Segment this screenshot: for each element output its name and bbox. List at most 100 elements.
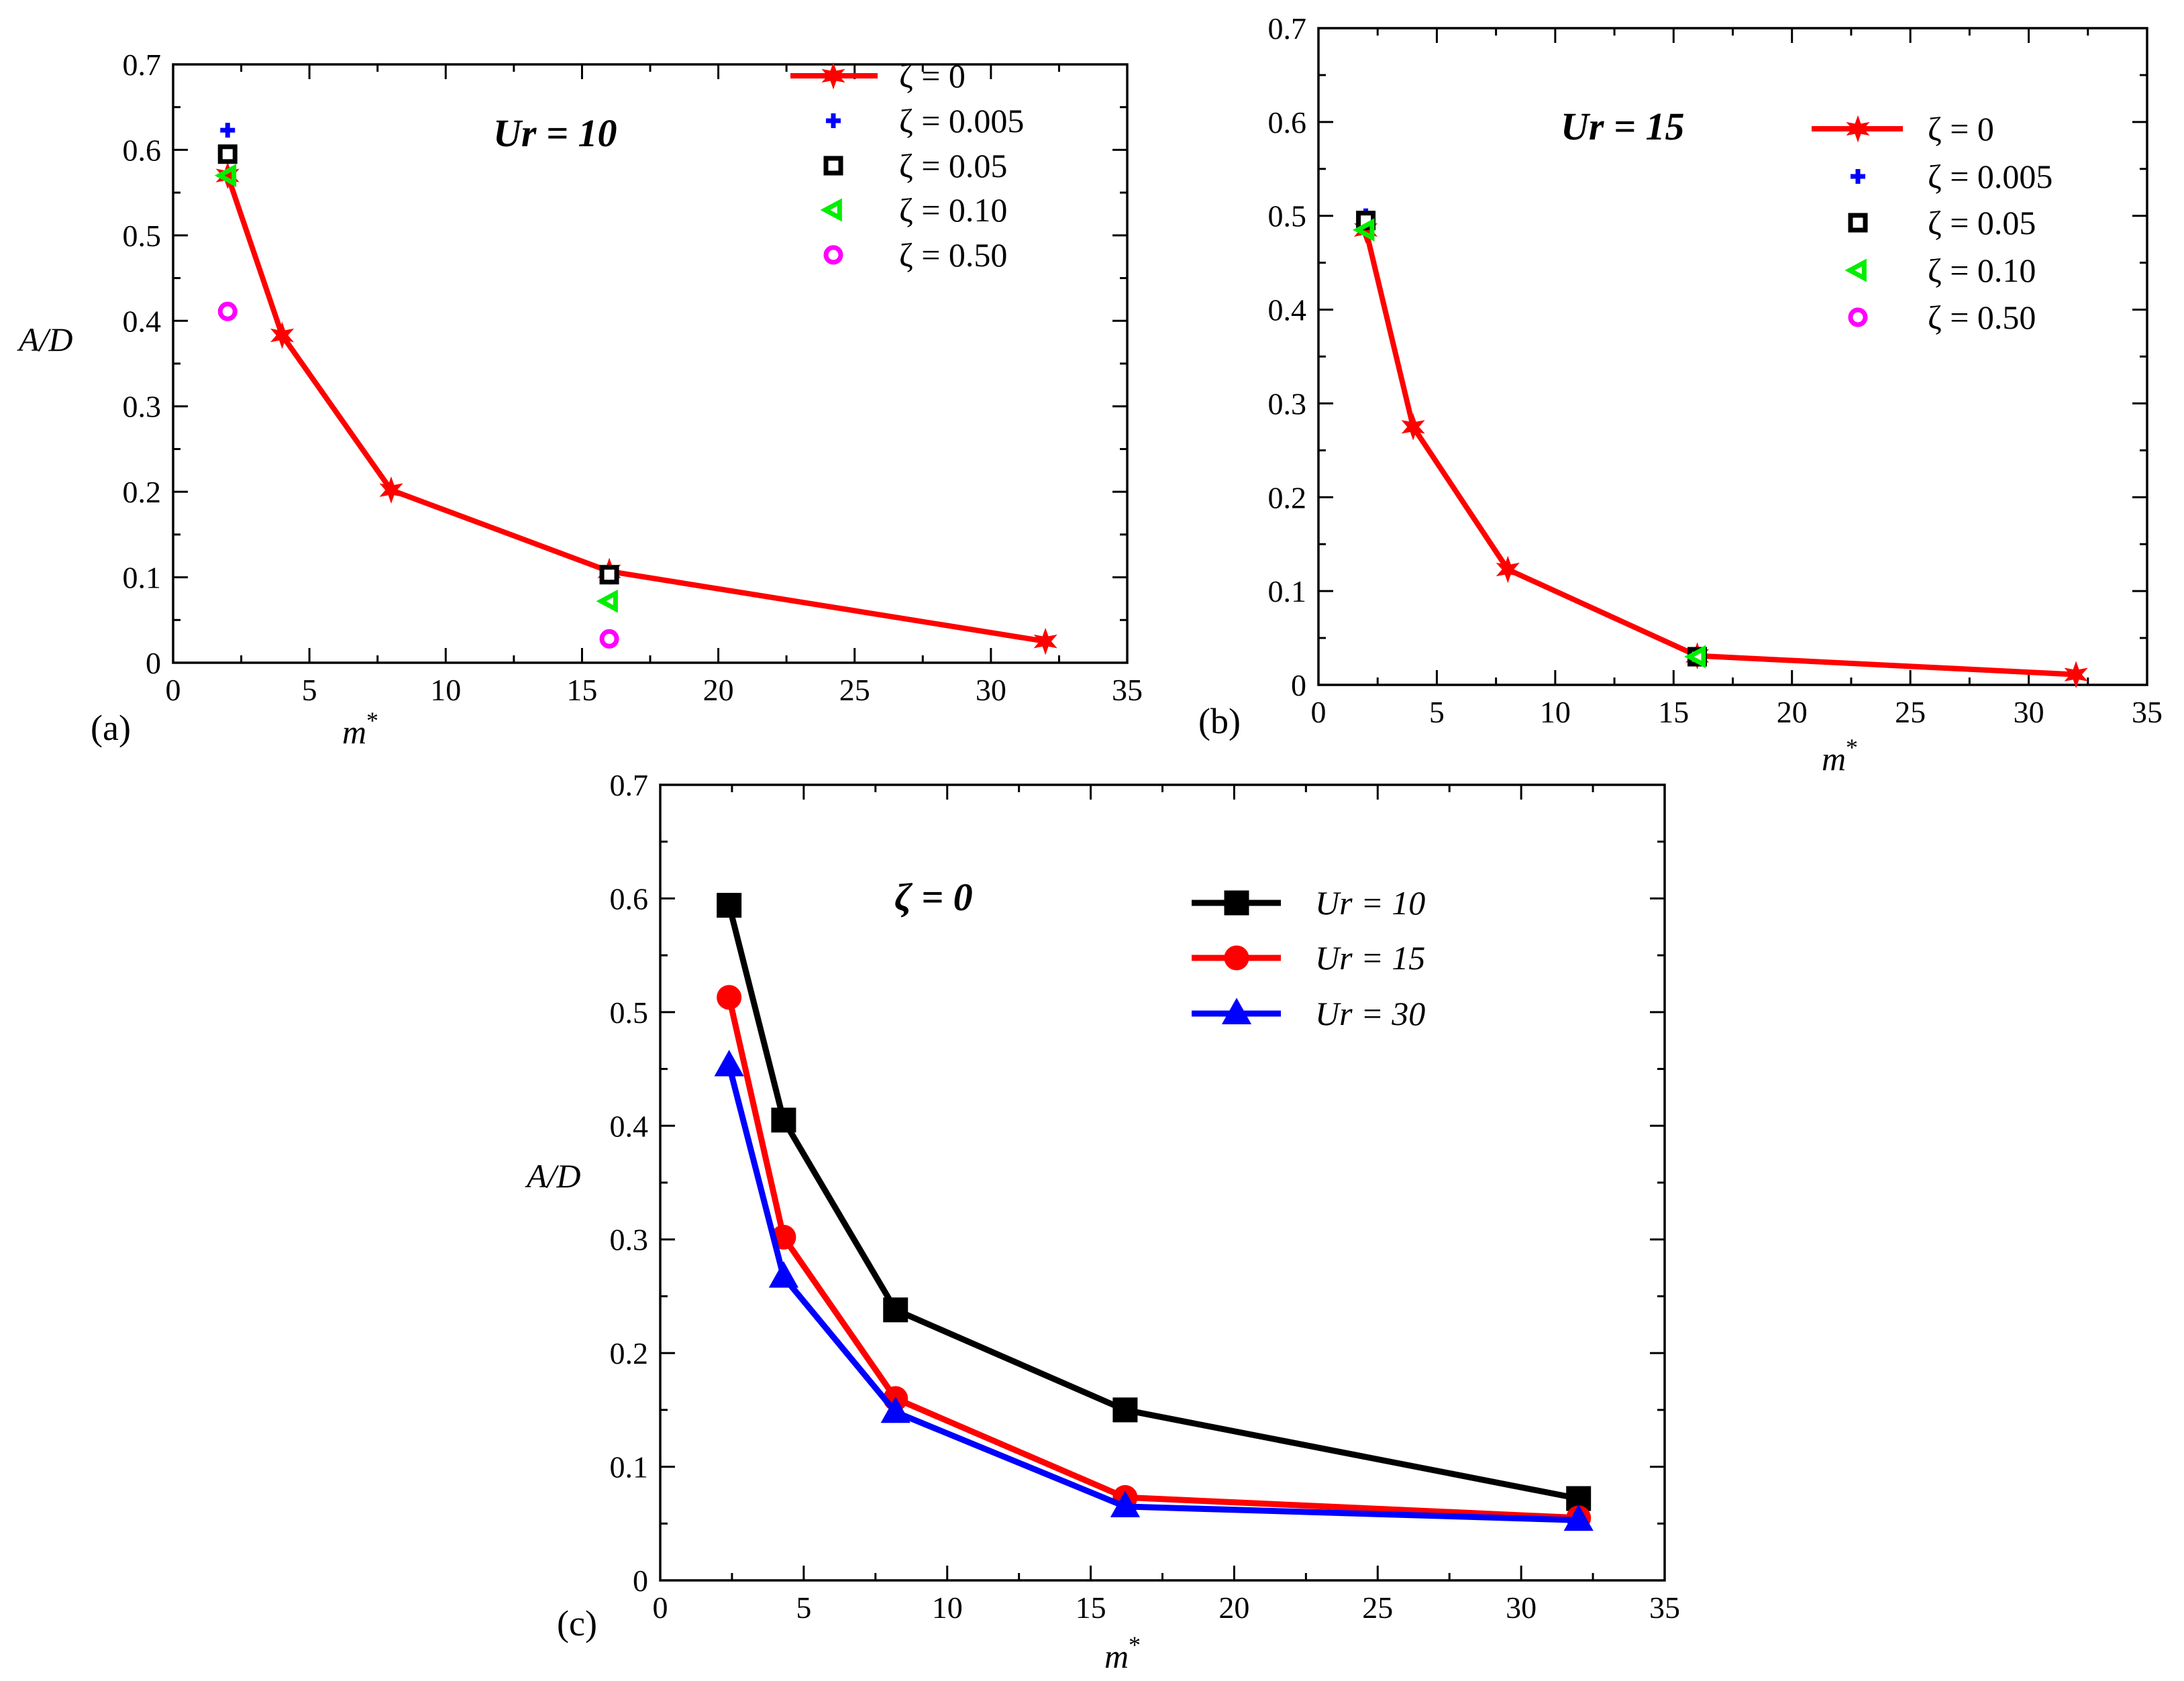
legend-marker (823, 245, 843, 265)
legend-entry: ζ = 0.50 (823, 236, 1007, 274)
series-line (726, 996, 1579, 1521)
panel-annotation: ζ = 0 (894, 875, 973, 919)
data-point (768, 1261, 799, 1288)
legend-entry: Ur = 15 (1192, 939, 1425, 977)
x-tick-label: 0 (653, 1590, 668, 1625)
x-axis-title: m* (1822, 734, 1858, 777)
x-tick-label: 20 (703, 673, 734, 707)
legend-entry: ζ = 0.50 (1848, 299, 2036, 336)
y-tick-label: 0.2 (123, 475, 162, 509)
series--0 (1353, 216, 2088, 688)
y-tick-label: 0.1 (1268, 574, 1307, 608)
data-point (379, 476, 403, 504)
x-tick-label: 25 (1895, 695, 1926, 729)
plot-frame (1317, 27, 2148, 686)
panel-annotation: Ur = 15 (1561, 105, 1685, 148)
legend-entry: ζ = 0.05 (823, 147, 1007, 184)
y-tick-label: 0.5 (610, 995, 649, 1030)
data-point (214, 164, 237, 188)
data-point (883, 1297, 908, 1323)
series-line (726, 904, 1579, 1502)
legend-label: Ur = 30 (1315, 995, 1425, 1032)
x-tick-label: 35 (1112, 673, 1143, 707)
legend-marker (1224, 890, 1249, 916)
y-tick-label: 0 (1291, 668, 1306, 702)
series--0.50 (217, 301, 619, 649)
series--0.10 (1353, 218, 1706, 669)
x-axis-title-text: m (1104, 1637, 1129, 1675)
series--0.05 (217, 144, 619, 585)
legend-marker (823, 156, 843, 176)
legend-entry: ζ = 0.10 (820, 191, 1007, 229)
series--0.05 (1356, 211, 1708, 667)
x-tick-label: 35 (2132, 695, 2163, 729)
data-point (215, 162, 240, 189)
y-tick-label: 0.7 (1268, 11, 1307, 46)
legend-label: ζ = 0.005 (1928, 158, 2052, 195)
y-tick-label: 0.1 (123, 561, 162, 595)
legend-marker (1848, 307, 1868, 327)
chart-panel-b: 0 5 10 15 20 25 30 35 0 0.1 0.2 0.3 0.4 0.5 0.6 0.7 m* (b… (1198, 11, 2163, 777)
legend-marker (820, 198, 842, 222)
x-tick-label: 10 (932, 1590, 963, 1625)
x-axis-title: m* (1104, 1631, 1141, 1675)
x-axis-title-superscript: * (1129, 1631, 1141, 1658)
data-point (599, 629, 619, 649)
data-point (1496, 555, 1520, 584)
y-axis-title: A/D (525, 1157, 581, 1195)
series-ur-15 (717, 985, 1592, 1531)
series--0.10 (214, 164, 618, 613)
data-point (717, 985, 742, 1010)
data-point (1112, 1397, 1138, 1423)
y-tick-label: 0.3 (610, 1223, 649, 1257)
y-tick-label: 0.3 (1268, 386, 1307, 421)
x-tick-label: 35 (1649, 1590, 1680, 1625)
y-tick-label: 0.5 (123, 219, 162, 253)
y-tick-label: 0.3 (123, 390, 162, 424)
data-point (217, 301, 238, 321)
x-axis-title: m* (342, 707, 378, 751)
x-tick-label: 5 (302, 673, 317, 707)
x-tick-label: 30 (2014, 695, 2044, 729)
y-tick-label: 0.4 (610, 1109, 649, 1143)
data-point (220, 123, 236, 138)
data-point (596, 589, 618, 613)
x-tick-label: 0 (1311, 695, 1327, 729)
series-ur-10 (717, 893, 1592, 1511)
legend-label: Ur = 15 (1315, 939, 1425, 977)
y-tick-label: 0 (633, 1564, 648, 1598)
y-tick-label: 0.4 (123, 304, 162, 338)
x-tick-label: 15 (1076, 1590, 1106, 1625)
data-point (717, 893, 742, 918)
panel-label: (b) (1198, 701, 1241, 741)
data-point (217, 144, 238, 164)
data-point (599, 565, 619, 585)
plot-frame (659, 783, 1666, 1582)
series-line (726, 1065, 1579, 1523)
legend-label: ζ = 0.05 (899, 147, 1007, 184)
x-axis-title-text: m (342, 713, 366, 751)
x-tick-label: 25 (839, 673, 870, 707)
legend-label: ζ = 0 (1928, 110, 1994, 148)
x-tick-label: 15 (1658, 695, 1689, 729)
series-ur-30 (714, 1050, 1594, 1531)
x-tick-label: 30 (976, 673, 1006, 707)
x-tick-label: 0 (166, 673, 181, 707)
x-tick-label: 30 (1506, 1590, 1537, 1625)
legend-label: ζ = 0.10 (1928, 252, 2036, 289)
series--0.005 (1358, 208, 1705, 665)
panel-label: (c) (557, 1603, 597, 1643)
y-tick-label: 0.2 (1268, 480, 1307, 514)
y-tick-label: 0.7 (123, 48, 162, 82)
x-tick-label: 25 (1362, 1590, 1393, 1625)
y-axis-title: A/D (17, 321, 73, 358)
data-point (270, 321, 295, 349)
legend-label: ζ = 0.05 (1928, 204, 2036, 241)
data-point (1684, 645, 1706, 669)
data-point (2064, 661, 2088, 688)
y-tick-label: 0.5 (1268, 199, 1307, 233)
data-point (880, 1396, 911, 1423)
legend-marker (1224, 945, 1249, 971)
x-tick-label: 10 (1540, 695, 1571, 729)
